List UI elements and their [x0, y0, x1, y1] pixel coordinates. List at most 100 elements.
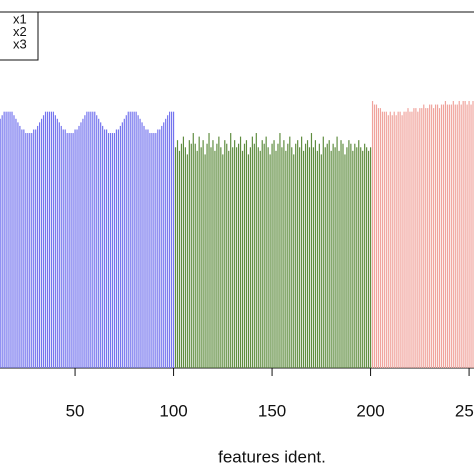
bar	[421, 108, 423, 369]
bar	[171, 111, 173, 369]
bar	[427, 108, 429, 369]
bar	[391, 115, 393, 369]
bar	[308, 147, 311, 368]
bar	[139, 118, 141, 368]
bar	[226, 143, 228, 368]
bar	[379, 108, 382, 369]
bar	[356, 147, 358, 368]
bar	[210, 147, 212, 368]
bar	[239, 136, 242, 368]
bar	[86, 111, 88, 369]
bar	[224, 140, 226, 368]
bar	[306, 140, 309, 368]
bar	[222, 154, 224, 368]
bar	[19, 125, 21, 368]
bar	[151, 133, 153, 368]
bar	[100, 122, 102, 368]
bar	[92, 111, 94, 369]
bar	[310, 133, 313, 368]
bar	[70, 133, 72, 368]
bar	[3, 111, 5, 369]
x-tick-label: 100	[159, 401, 187, 420]
bar	[395, 115, 397, 369]
x-tick-label: 150	[258, 401, 286, 420]
bar	[37, 125, 39, 368]
bar	[448, 104, 450, 368]
bar	[17, 122, 19, 368]
bar	[143, 125, 145, 368]
bar	[277, 143, 279, 368]
bar	[60, 125, 62, 368]
bar	[167, 115, 169, 369]
bar	[72, 133, 74, 368]
bar	[362, 150, 364, 368]
bar	[131, 111, 133, 369]
bar	[147, 129, 149, 368]
bar	[165, 118, 167, 368]
bar	[368, 150, 370, 368]
bar	[444, 101, 447, 368]
bar	[450, 104, 452, 368]
bar	[23, 129, 25, 368]
bar	[401, 115, 403, 369]
bar	[456, 104, 458, 368]
bar	[302, 150, 305, 368]
bar	[176, 140, 179, 368]
bar	[314, 140, 316, 368]
bar	[88, 111, 90, 369]
bar	[186, 154, 188, 368]
bar	[68, 133, 70, 368]
bar	[438, 108, 441, 369]
bar	[279, 133, 281, 368]
bar	[468, 101, 470, 368]
x-axis-label: features ident.	[218, 447, 326, 466]
bar	[15, 118, 17, 368]
bar	[364, 143, 366, 368]
bar	[271, 143, 273, 368]
bar	[35, 129, 37, 368]
bar	[318, 143, 320, 368]
bar	[13, 115, 15, 369]
bar	[245, 140, 248, 368]
x-tick-label: 50	[66, 401, 85, 420]
bar	[188, 140, 190, 368]
bar	[267, 147, 269, 368]
bar	[316, 150, 318, 368]
bar	[74, 129, 76, 368]
bar	[275, 150, 277, 368]
bar	[419, 108, 421, 369]
bar	[123, 118, 125, 368]
bar	[281, 147, 283, 368]
bar	[320, 154, 322, 368]
bar	[383, 111, 385, 369]
bar	[431, 104, 433, 368]
bar	[159, 129, 161, 368]
bar	[96, 115, 98, 369]
bar	[21, 129, 23, 368]
bar	[54, 115, 56, 369]
legend-label: x1	[13, 11, 27, 26]
bar	[153, 133, 155, 368]
bar	[454, 104, 456, 368]
bar	[58, 122, 60, 368]
bar	[433, 108, 435, 369]
bar	[417, 111, 419, 369]
bar	[50, 111, 53, 369]
bar	[76, 129, 78, 368]
bar	[295, 143, 297, 368]
bar	[344, 154, 346, 368]
bar	[111, 133, 114, 368]
bar	[107, 133, 110, 368]
bar	[425, 108, 427, 369]
bar	[105, 129, 108, 368]
bar	[397, 111, 399, 369]
bar	[464, 101, 466, 368]
bar	[196, 150, 198, 368]
bar	[234, 140, 236, 368]
bar	[304, 143, 307, 368]
bar	[137, 115, 139, 369]
bar	[366, 147, 368, 368]
bar	[230, 133, 232, 368]
bar	[466, 104, 468, 368]
